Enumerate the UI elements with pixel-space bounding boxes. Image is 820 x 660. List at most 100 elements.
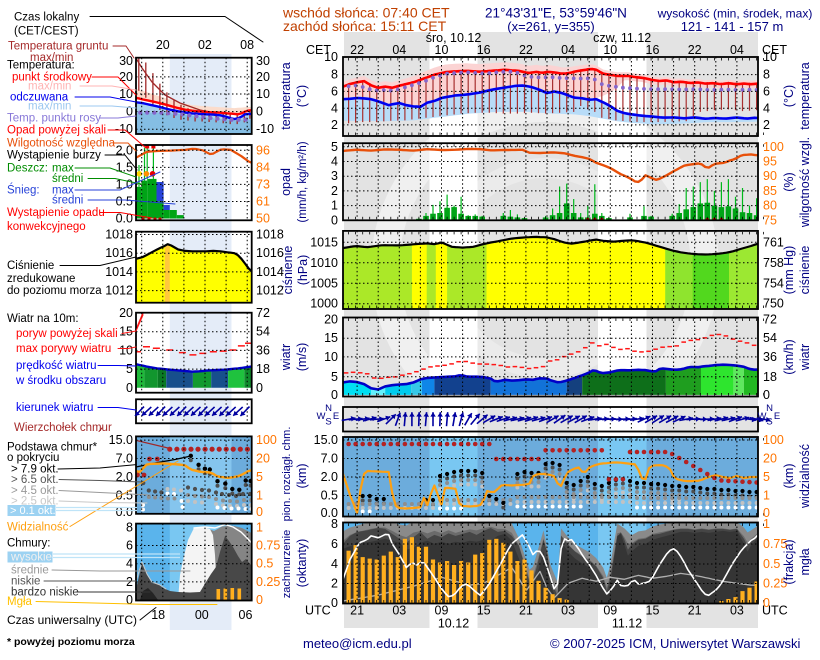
svg-text:konwekcyjnego: konwekcyjnego [7,221,86,233]
svg-text:wilgotność wzgl.: wilgotność wzgl. [798,137,812,228]
svg-text:(CET/CEST): (CET/CEST) [14,26,79,38]
svg-text:0: 0 [126,105,133,119]
svg-text:22: 22 [519,43,533,57]
svg-text:1: 1 [256,488,263,502]
svg-text:N: N [766,403,773,414]
svg-text:15: 15 [324,331,338,345]
svg-text:UTC: UTC [762,604,788,618]
svg-text:Chmury:: Chmury: [7,538,50,550]
svg-text:6: 6 [331,537,338,551]
svg-text:max: max [52,185,74,197]
svg-text:ciśnienie: ciśnienie [798,246,812,295]
svg-text:zachód słońca: 15:11 CET: zachód słońca: 15:11 CET [283,18,447,34]
svg-text:10: 10 [119,87,133,101]
svg-text:(frakcja): (frakcja) [782,539,796,584]
svg-text:20: 20 [256,452,270,466]
svg-text:100: 100 [763,433,784,447]
svg-text:84: 84 [256,160,270,174]
svg-text:odczuwana: odczuwana [10,92,69,104]
svg-text:1012: 1012 [256,284,284,298]
svg-text:00: 00 [195,608,209,622]
svg-text:20: 20 [119,306,133,320]
svg-text:E: E [774,411,780,422]
svg-text:21: 21 [350,604,364,618]
svg-text:5: 5 [331,370,338,384]
svg-text:(°C): (°C) [295,85,309,107]
svg-text:22: 22 [350,43,364,57]
svg-text:100: 100 [256,433,277,447]
svg-text:CET: CET [306,43,331,57]
svg-text:0.5: 0.5 [321,489,338,503]
svg-text:prędkość wiatru: prędkość wiatru [16,360,97,372]
svg-text:1000: 1000 [310,297,338,311]
svg-text:18: 18 [763,370,777,384]
svg-text:5: 5 [331,140,338,154]
svg-text:0: 0 [331,213,338,227]
svg-text:758: 758 [763,256,784,270]
svg-text:1005: 1005 [310,276,338,290]
svg-text:1014: 1014 [256,265,284,279]
svg-text:0: 0 [256,505,263,519]
svg-text:15: 15 [477,604,491,618]
svg-text:do poziomu morza: do poziomu morza [7,285,102,297]
svg-text:Wiatr na 10m:: Wiatr na 10m: [7,313,79,325]
svg-text:02: 02 [198,38,212,52]
svg-text:1016: 1016 [256,246,284,260]
svg-text:bardzo niskie: bardzo niskie [11,587,79,599]
svg-text:kierunek wiatru: kierunek wiatru [16,402,93,414]
svg-text:61: 61 [256,195,270,209]
svg-text:95: 95 [763,155,777,169]
svg-text:pion. rozciągł. chm.: pion. rozciągł. chm. [281,427,293,522]
svg-text:punkt środkowy: punkt środkowy [12,72,92,84]
svg-text:10: 10 [435,43,449,57]
svg-text:0: 0 [763,388,770,402]
svg-text:> 0.1 okt.: > 0.1 okt. [10,505,56,517]
svg-text:04: 04 [561,43,575,57]
svg-text:0.5: 0.5 [116,488,133,502]
svg-text:73: 73 [256,177,270,191]
svg-text:czw, 11.12: czw, 11.12 [593,31,651,45]
svg-text:2: 2 [126,575,133,589]
svg-text:2: 2 [331,577,338,591]
svg-text:> 6.5 okt.: > 6.5 okt. [11,474,59,486]
svg-text:04: 04 [392,43,406,57]
svg-text:5: 5 [256,470,263,484]
svg-text:Śnieg:: Śnieg: [7,184,40,197]
svg-text:80: 80 [763,199,777,213]
svg-text:96: 96 [256,143,270,157]
svg-text:15.0: 15.0 [109,433,133,447]
svg-text:meteo@icm.edu.pl: meteo@icm.edu.pl [303,636,412,651]
svg-text:10: 10 [119,343,133,357]
svg-text:Widzialność: Widzialność [7,522,69,534]
svg-text:16: 16 [477,43,491,57]
svg-text:761: 761 [763,235,784,249]
svg-text:21°43'31"E, 53°59'46"N: 21°43'31"E, 53°59'46"N [485,6,627,21]
svg-text:wschód słońca: 07:40 CET: wschód słońca: 07:40 CET [282,5,450,21]
svg-text:śro, 10.12: śro, 10.12 [426,31,482,45]
svg-text:2: 2 [763,118,770,132]
svg-text:20: 20 [324,313,338,327]
svg-text:Czas lokalny: Czas lokalny [14,12,79,24]
svg-text:W: W [317,411,326,422]
svg-text:121 - 141 - 157 m: 121 - 141 - 157 m [681,19,784,34]
svg-text:3: 3 [331,169,338,183]
svg-text:15: 15 [119,325,133,339]
svg-text:21: 21 [519,604,533,618]
svg-text:1010: 1010 [310,256,338,270]
svg-text:0.75: 0.75 [256,539,280,553]
svg-text:Podstawa chmur*: Podstawa chmur* [7,442,98,454]
svg-text:0: 0 [763,596,770,610]
svg-text:1012: 1012 [105,284,133,298]
svg-text:90: 90 [763,169,777,183]
svg-text:0: 0 [763,506,770,520]
svg-text:N: N [325,403,332,414]
svg-text:o pokryciu: o pokryciu [7,452,59,464]
svg-text:8: 8 [331,517,338,531]
svg-text:72: 72 [763,313,777,327]
svg-text:(mm Hg): (mm Hg) [782,246,796,295]
svg-text:2: 2 [331,118,338,132]
svg-text:16: 16 [646,43,660,57]
svg-text:E: E [333,411,339,422]
svg-text:Wilgotność względna: Wilgotność względna [7,138,116,150]
svg-text:Mgła: Mgła [7,596,33,608]
